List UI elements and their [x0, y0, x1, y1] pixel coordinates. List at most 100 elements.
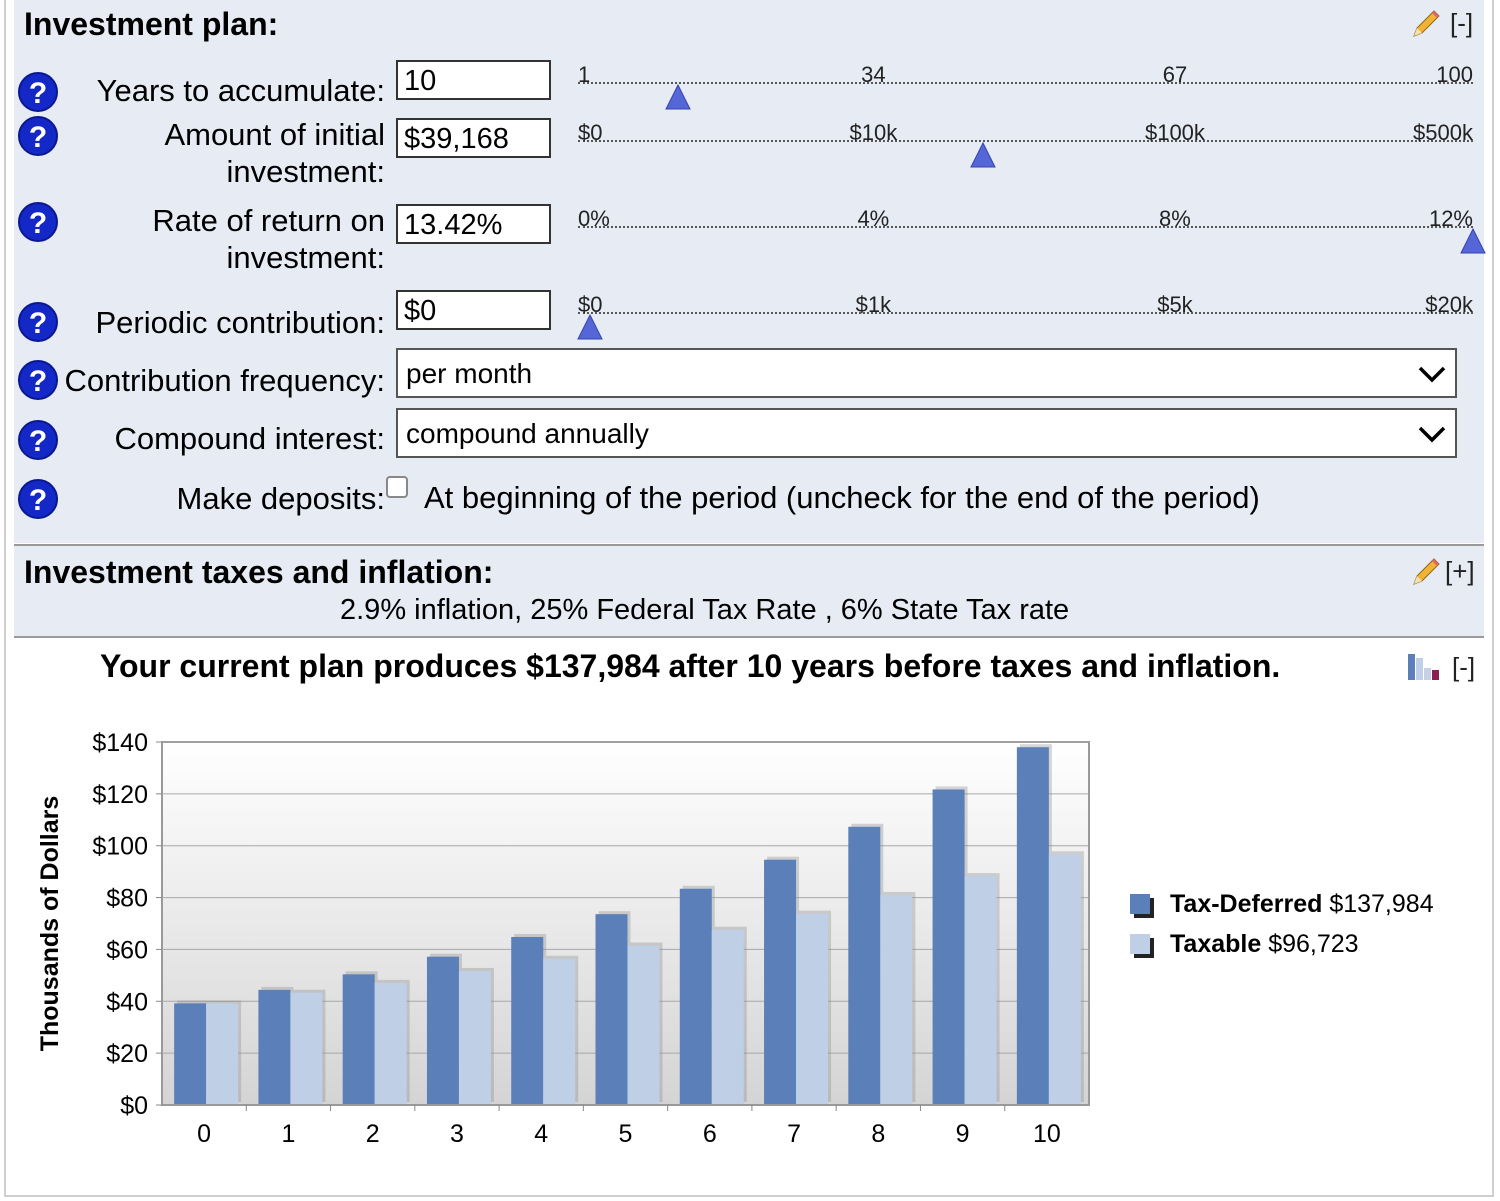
- rate-slider[interactable]: 0% 4% 8% 12%: [578, 206, 1486, 254]
- taxes-expand-toggle[interactable]: [+]: [1445, 556, 1475, 586]
- bar-taxable: [796, 913, 829, 1104]
- y-axis-title: Thousands of Dollars: [36, 796, 64, 1052]
- contribution-frequency-help-icon[interactable]: ?: [18, 360, 58, 400]
- y-tick-label: $60: [106, 936, 148, 964]
- rate-help-icon[interactable]: ?: [18, 202, 58, 242]
- periodic-contribution-input[interactable]: $0: [396, 290, 551, 330]
- legend-entry: Tax-Deferred $137,984: [1170, 890, 1434, 918]
- slider-tick-label: 0%: [578, 206, 610, 231]
- initial-investment-label: Amount of initial investment:: [164, 116, 385, 190]
- slider-thumb[interactable]: [577, 314, 603, 340]
- bar-tax-deferred: [848, 826, 881, 1104]
- slider-thumb[interactable]: [1460, 228, 1486, 254]
- slider-tick-label: $500k: [1413, 120, 1473, 145]
- y-tick-label: $100: [92, 833, 148, 861]
- initial-investment-slider[interactable]: $0 $10k $100k $500k: [578, 120, 1473, 168]
- x-tick-label: 5: [619, 1120, 633, 1148]
- bar-taxable: [964, 876, 997, 1104]
- x-tick-label: 3: [450, 1120, 464, 1148]
- plan-collapse-toggle[interactable]: [-]: [1450, 8, 1474, 38]
- slider-tick-label: 67: [1162, 62, 1188, 87]
- bar-chart-icon[interactable]: [1406, 652, 1446, 682]
- initial-investment-label-line2: investment:: [226, 154, 385, 189]
- years-help-icon[interactable]: ?: [18, 72, 58, 112]
- compound-interest-select[interactable]: compound annually: [396, 408, 1457, 458]
- initial-investment-help-icon[interactable]: ?: [18, 116, 58, 156]
- slider-tick-label: 12%: [1428, 206, 1473, 231]
- pencil-edit-icon[interactable]: [1408, 8, 1442, 42]
- y-tick-label: $120: [92, 781, 148, 809]
- slider-tick-label: 4%: [857, 206, 890, 231]
- slider-tick-label: 34: [861, 62, 886, 87]
- slider-tick-label: 8%: [1159, 206, 1191, 231]
- slider-tick-label: $0: [578, 292, 603, 317]
- results-chart: $0 $20 $40 $60 $80 $100 $120 $140 Thousands of D…: [36, 729, 1434, 1148]
- legend-swatch: [1130, 934, 1150, 954]
- initial-investment-input[interactable]: $39,168: [396, 118, 551, 158]
- chart-collapse-toggle[interactable]: [-]: [1452, 652, 1476, 682]
- slider-tick-label: $1k: [855, 292, 892, 317]
- y-tick-label: $40: [106, 988, 148, 1016]
- legend-series-value: $137,984: [1322, 890, 1433, 918]
- make-deposits-label: Make deposits:: [176, 481, 386, 516]
- x-tick-label: 6: [703, 1120, 717, 1148]
- legend-entry: Taxable $96,723: [1170, 930, 1359, 958]
- bar-tax-deferred: [258, 989, 291, 1104]
- legend-swatch: [1130, 894, 1150, 914]
- bar-tax-deferred: [932, 789, 965, 1104]
- taxes-inflation-title: Investment taxes and inflation:: [24, 554, 494, 590]
- periodic-contribution-slider[interactable]: $0 $1k $5k $20k: [577, 292, 1473, 340]
- bar-taxable: [711, 929, 744, 1104]
- slider-tick-label: $5k: [1157, 292, 1193, 317]
- compound-interest-value: compound annually: [406, 418, 649, 449]
- bar-taxable: [880, 894, 913, 1104]
- make-deposits-help-icon[interactable]: ?: [18, 479, 58, 519]
- rate-label-line1: Rate of return on: [152, 203, 385, 238]
- x-tick-label: 7: [787, 1120, 801, 1148]
- make-deposits-checkbox[interactable]: [386, 476, 408, 498]
- rate-input[interactable]: 13.42%: [396, 204, 551, 244]
- slider-tick-label: $20k: [1425, 292, 1473, 317]
- y-tick-label: $20: [106, 1040, 148, 1068]
- bar-tax-deferred: [511, 936, 544, 1104]
- calculator-frame: [4, 0, 1494, 1197]
- slider-tick-label: $10k: [849, 120, 898, 145]
- bar-tax-deferred: [595, 914, 628, 1104]
- periodic-contribution-help-icon[interactable]: ?: [18, 302, 58, 342]
- years-slider[interactable]: 1 34 67 100: [578, 62, 1473, 110]
- bar-taxable: [374, 982, 407, 1104]
- rate-label: Rate of return on investment:: [152, 202, 385, 276]
- x-tick-label: 9: [956, 1120, 970, 1148]
- y-tick-label: $140: [92, 729, 148, 757]
- bar-taxable: [458, 970, 491, 1104]
- bar-taxable: [290, 992, 323, 1104]
- pencil-edit-icon[interactable]: [1408, 556, 1442, 590]
- bar-tax-deferred: [174, 1003, 207, 1104]
- bar-taxable: [543, 958, 576, 1104]
- chevron-down-icon: [1418, 366, 1446, 383]
- y-tick-label: $0: [120, 1092, 148, 1120]
- contribution-frequency-select[interactable]: per month: [396, 348, 1457, 398]
- compound-interest-help-icon[interactable]: ?: [18, 420, 58, 460]
- x-tick-label: 10: [1033, 1120, 1061, 1148]
- legend-series-name: Tax-Deferred: [1170, 890, 1322, 918]
- slider-thumb[interactable]: [665, 84, 692, 110]
- x-tick-label: 1: [281, 1120, 295, 1148]
- y-tick-label: $80: [106, 885, 148, 913]
- contribution-frequency-label: Contribution frequency:: [64, 363, 385, 398]
- bar-taxable: [1048, 854, 1081, 1104]
- slider-tick-label: 1: [578, 62, 591, 87]
- compound-interest-label: Compound interest:: [114, 421, 385, 456]
- taxes-inflation-summary: 2.9% inflation, 25% Federal Tax Rate , 6…: [340, 594, 1070, 626]
- bar-tax-deferred: [342, 974, 375, 1104]
- slider-track: [578, 312, 1473, 314]
- slider-thumb[interactable]: [970, 142, 996, 168]
- legend-series-value: $96,723: [1261, 930, 1358, 958]
- taxes-inflation-panel: Investment taxes and inflation: [+] 2.9%…: [14, 544, 1484, 638]
- bar-tax-deferred: [679, 888, 712, 1104]
- slider-tick-label: 100: [1436, 62, 1473, 87]
- years-label: Years to accumulate:: [96, 73, 385, 108]
- years-input[interactable]: 10: [396, 60, 551, 100]
- bar-taxable: [206, 1003, 239, 1104]
- slider-track: [578, 82, 1473, 84]
